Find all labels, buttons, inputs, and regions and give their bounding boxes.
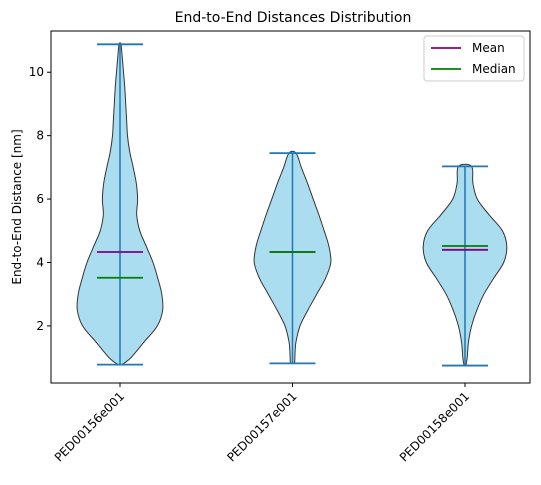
violin-group [76,42,164,366]
legend: Mean Median [423,35,525,82]
x-tick-label: PED00158e001 [397,389,472,464]
chart-title: End-to-End Distances Distribution [175,10,412,26]
legend-label: Median [472,62,516,76]
y-tick-label: 10 [29,65,44,79]
y-axis: 2 4 6 8 10 [29,65,51,333]
violin-group [253,150,332,365]
legend-label: Mean [472,41,505,55]
x-tick-label: PED00156e001 [52,389,127,464]
x-axis: PED00156e001 PED00157e001 PED00158e001 [52,383,472,465]
y-tick-label: 8 [36,129,44,143]
y-tick-label: 2 [36,319,44,333]
plot-area [76,42,508,367]
y-axis-label: End-to-End Distance [nm] [10,129,24,284]
axes-frame [50,30,531,384]
y-tick-label: 4 [36,255,44,269]
y-tick-label: 6 [36,192,44,206]
x-tick-label: PED00157e001 [224,389,299,464]
violin-group [422,163,508,367]
